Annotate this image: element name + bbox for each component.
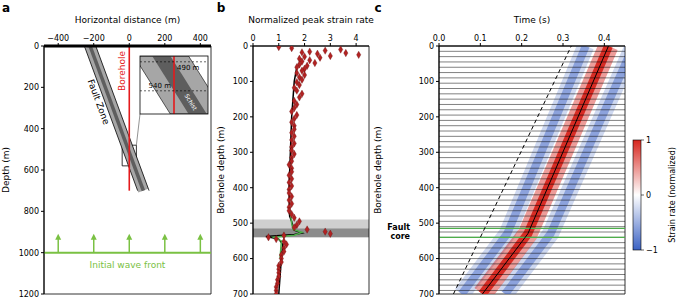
svg-text:500: 500 [233, 219, 248, 228]
html-text:Depth (m): Depth (m) [0, 147, 11, 193]
html-text:Time (s): Time (s) [513, 14, 551, 25]
svg-text:300: 300 [233, 148, 248, 157]
svg-text:100: 100 [419, 77, 434, 86]
html-text:Borehole: Borehole [116, 50, 127, 91]
svg-text:4: 4 [354, 34, 359, 43]
html-text:Initial wave front: Initial wave front [89, 259, 166, 270]
html-text:Fault core: Fault core [387, 223, 410, 241]
svg-text:400: 400 [24, 125, 39, 134]
svg-text:400: 400 [419, 184, 434, 193]
svg-text:200: 200 [419, 113, 434, 122]
svg-text:1: 1 [646, 136, 651, 145]
svg-text:490 m: 490 m [177, 64, 200, 72]
svg-text:−400: −400 [47, 34, 69, 43]
svg-text:0: 0 [34, 42, 39, 51]
svg-text:0: 0 [127, 34, 132, 43]
html-text:b: b [216, 1, 226, 15]
svg-text:1: 1 [276, 34, 281, 43]
svg-text:0: 0 [243, 42, 248, 51]
svg-text:2: 2 [302, 34, 307, 43]
html-text:c: c [374, 1, 382, 15]
svg-text:700: 700 [419, 290, 434, 299]
svg-text:0: 0 [250, 34, 255, 43]
svg-text:0: 0 [646, 191, 651, 200]
svg-text:0.0: 0.0 [433, 34, 446, 43]
svg-text:3: 3 [328, 34, 333, 43]
svg-text:1200: 1200 [19, 290, 39, 299]
html-text:Horizontal distance (m): Horizontal distance (m) [74, 14, 181, 25]
svg-text:600: 600 [24, 166, 39, 175]
svg-text:300: 300 [419, 148, 434, 157]
svg-text:0.3: 0.3 [557, 34, 570, 43]
svg-text:200: 200 [157, 34, 172, 43]
svg-text:400: 400 [233, 184, 248, 193]
svg-text:100: 100 [233, 77, 248, 86]
svg-text:600: 600 [419, 254, 434, 263]
html-text:Strain rate (normalized): Strain rate (normalized) [668, 147, 677, 243]
svg-text:400: 400 [193, 34, 208, 43]
svg-text:200: 200 [233, 113, 248, 122]
html-text:Fault Zone: Fault Zone [85, 78, 112, 126]
html-text:Borehole depth (m): Borehole depth (m) [215, 126, 226, 214]
svg-text:−200: −200 [83, 34, 105, 43]
svg-text:0.1: 0.1 [474, 34, 487, 43]
svg-text:540 m: 540 m [149, 82, 172, 90]
html-text:Normalized peak strain rate: Normalized peak strain rate [248, 14, 374, 25]
html-text:a: a [1, 1, 11, 15]
svg-text:800: 800 [24, 207, 39, 216]
svg-text:0.4: 0.4 [598, 34, 611, 43]
svg-text:−1: −1 [646, 246, 658, 255]
svg-text:0: 0 [429, 42, 434, 51]
svg-text:1000: 1000 [19, 249, 39, 258]
svg-text:Schist: Schist [183, 92, 199, 112]
svg-text:0.2: 0.2 [515, 34, 528, 43]
svg-text:700: 700 [233, 290, 248, 299]
svg-text:500: 500 [419, 219, 434, 228]
svg-text:600: 600 [233, 254, 248, 263]
html-text:Borehole depth (m): Borehole depth (m) [372, 126, 383, 214]
svg-text:200: 200 [24, 83, 39, 92]
